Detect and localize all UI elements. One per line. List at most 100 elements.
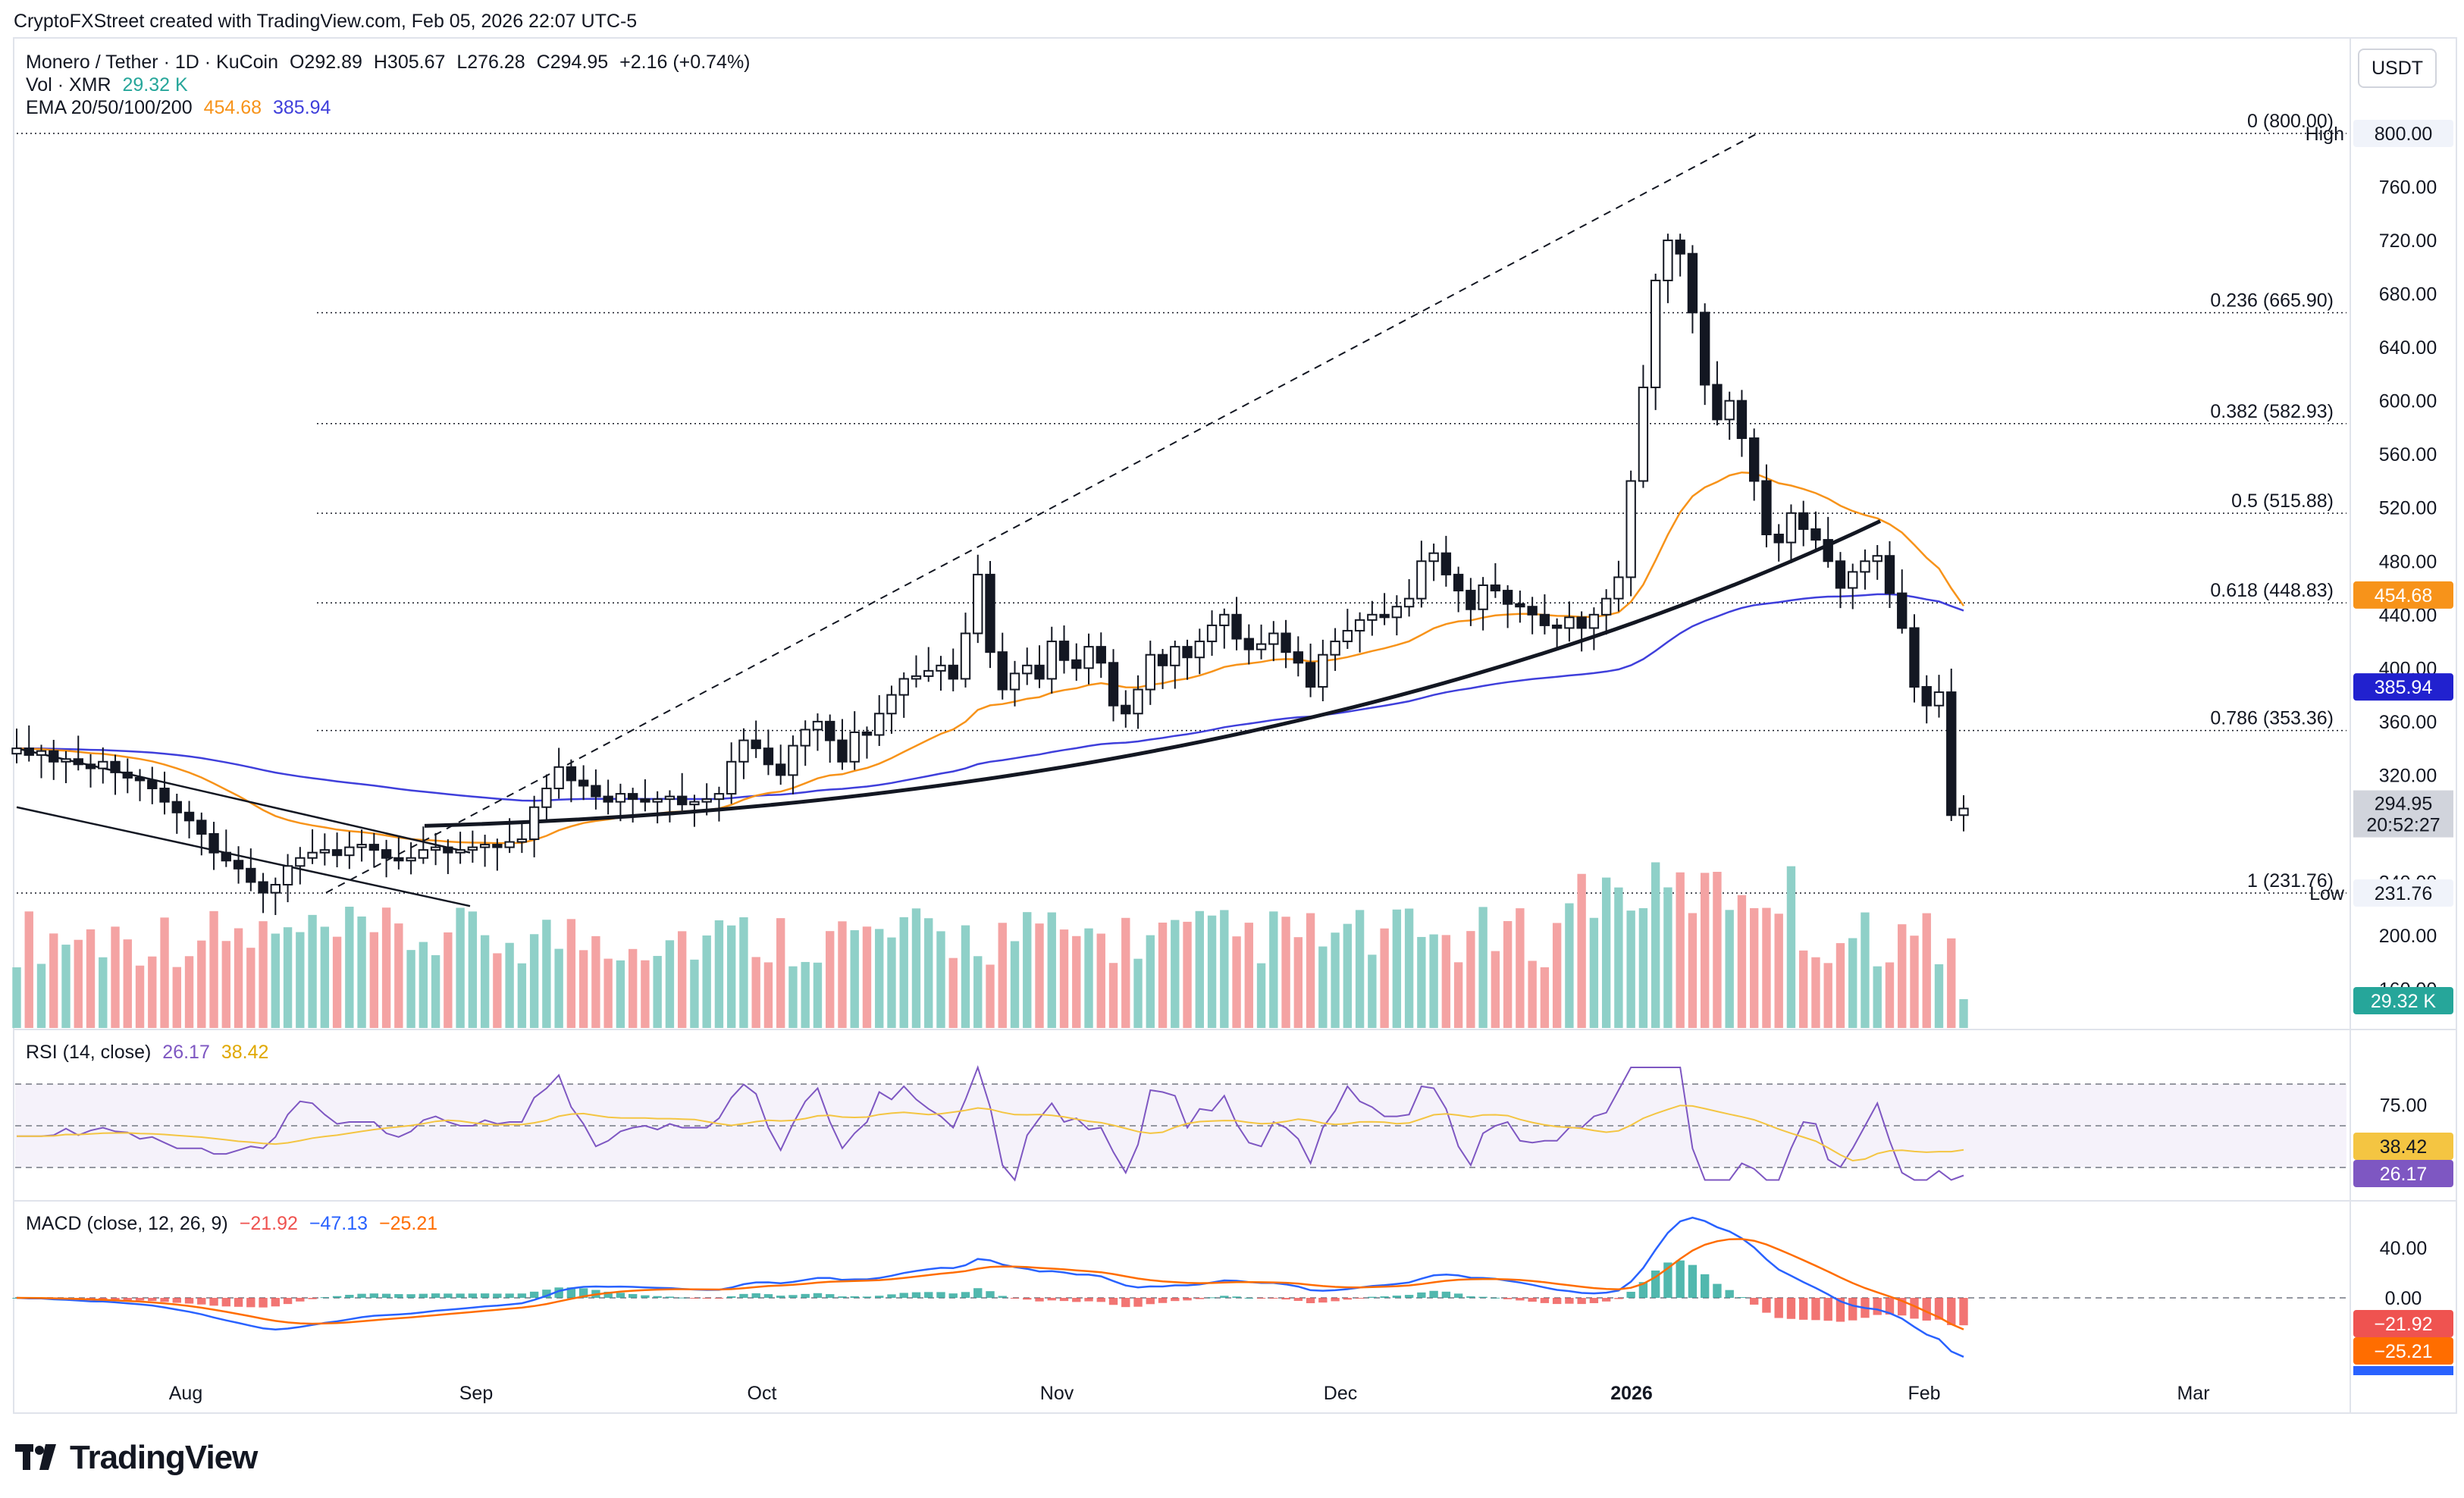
candles[interactable] (11, 233, 1969, 915)
ema-legend[interactable]: EMA 20/50/100/200 454.68 385.94 (26, 97, 337, 119)
volume-bar (1700, 873, 1710, 1028)
macd-histogram-bar (419, 1293, 428, 1298)
volume-bar (1638, 907, 1648, 1028)
macd-histogram-bar (1626, 1291, 1635, 1298)
trendlines[interactable] (16, 133, 1882, 907)
volume-bar (1453, 962, 1463, 1028)
axes: 800.00 760.00 720.00 680.00 640.00 600.00 560.… (169, 120, 2453, 1404)
macd-histogram-bar (1713, 1283, 1722, 1298)
macd-histogram-bar (998, 1296, 1007, 1298)
candle-body (73, 758, 83, 766)
volume-bar (1023, 912, 1032, 1028)
macd-histogram-bar (1441, 1291, 1451, 1298)
volume-bar (1516, 908, 1525, 1028)
candle-body (1268, 632, 1279, 645)
macd-histogram-bar (283, 1298, 293, 1305)
volume-bar (1158, 923, 1168, 1028)
volume-bar (12, 967, 21, 1028)
macd-tick-label: 0.00 (2385, 1288, 2422, 1309)
volume-bar (1146, 935, 1155, 1028)
macd-legend[interactable]: MACD (close, 12, 26, 9) −21.92 −47.13 −2… (26, 1213, 444, 1235)
volume-bar (1368, 954, 1377, 1028)
candle-body (134, 776, 146, 782)
macd-histogram-bar (1528, 1298, 1537, 1302)
macd-histogram-bar (1614, 1298, 1623, 1299)
ema-value-2: 385.94 (273, 97, 331, 118)
candle-body (1502, 590, 1513, 605)
volume-bar (1799, 950, 1808, 1028)
volume-bar (1392, 909, 1402, 1028)
candle-body (1145, 653, 1155, 691)
macd-histogram-bar (1565, 1298, 1574, 1304)
candle-body (1440, 552, 1452, 575)
candle-body (713, 793, 725, 801)
volume-bar (444, 932, 453, 1028)
candle-body (812, 720, 823, 731)
candle-body (1182, 646, 1193, 659)
tradingview-logo[interactable]: TradingView (15, 1439, 258, 1477)
rsi-legend[interactable]: RSI (14, close) 26.17 38.42 (26, 1042, 274, 1064)
candle-body (1121, 704, 1131, 715)
candle-body (1281, 632, 1291, 653)
candle-body (1810, 528, 1821, 541)
rsi-lines (17, 1064, 1964, 1182)
volume-bar (948, 957, 958, 1028)
candle-body (1958, 807, 1969, 816)
candle-body (886, 694, 897, 715)
macd-histogram-bar (554, 1287, 563, 1298)
fib-level-label: 1 (231.76) (2247, 870, 2334, 892)
macd-histogram-bar (665, 1296, 675, 1298)
descending-trendline-upper (16, 747, 471, 854)
macd-histogram-bar (653, 1296, 662, 1298)
candle-body (492, 844, 503, 848)
macd-label: MACD (close, 12, 26, 9) (26, 1213, 228, 1234)
macd-histogram-bar (1293, 1298, 1303, 1301)
candle-body (997, 651, 1008, 691)
volume-bar (24, 911, 33, 1028)
volume-bar (862, 926, 872, 1028)
volume-bar (1207, 915, 1217, 1028)
candle-body (861, 731, 873, 736)
macd-histogram-bar (1207, 1297, 1217, 1299)
candle-body (110, 760, 121, 773)
macd-histogram-bar (1429, 1290, 1438, 1298)
macd-histogram-bar (1047, 1298, 1056, 1301)
macd-histogram-bar (641, 1295, 650, 1298)
macd-histogram-bar (1404, 1295, 1414, 1298)
volume-bar (1466, 931, 1475, 1028)
volume-legend[interactable]: Vol · XMR 29.32 K (26, 74, 194, 96)
volume-bars (12, 862, 1968, 1028)
candle-body (1391, 606, 1403, 619)
macd-histogram-bar (1799, 1298, 1808, 1320)
volume-bar (369, 932, 379, 1028)
ema-label: EMA 20/50/100/200 (26, 97, 193, 118)
macd-histogram-bar (1873, 1298, 1882, 1315)
candle-body (1403, 597, 1415, 608)
candle-body (1687, 252, 1698, 314)
volume-bar (616, 960, 625, 1028)
candle-body (751, 739, 761, 750)
macd-histogram-bar (1380, 1296, 1389, 1298)
symbol-legend[interactable]: Monero / Tether · 1D · KuCoin O292.89 H3… (26, 52, 757, 74)
time-tick-label: Dec (1324, 1383, 1357, 1404)
candle-body (1860, 560, 1870, 573)
fibonacci-retracement[interactable]: 0 (800.00) 0.236 (665.90) 0.382 (582.93) 0.… (17, 111, 2346, 894)
ohlc-close: C294.95 (536, 52, 609, 73)
volume-bar (739, 917, 748, 1028)
candle-body (1785, 512, 1797, 544)
volume-bar (1934, 964, 1944, 1028)
volume-bar (1281, 917, 1290, 1028)
fib-level-label: 0 (800.00) (2247, 111, 2334, 132)
volume-bar (1848, 938, 1857, 1028)
currency-button[interactable]: USDT (2358, 49, 2437, 88)
candle-body (1600, 597, 1612, 616)
volume-bar (468, 911, 478, 1028)
volume-bar (726, 925, 736, 1028)
volume-bar (1417, 936, 1426, 1028)
volume-bar (1355, 910, 1365, 1028)
volume-bar (259, 921, 268, 1028)
fib-level-label: 0.786 (353.36) (2210, 708, 2334, 729)
fib-level-label: 0.236 (665.90) (2210, 290, 2334, 311)
macd-histogram-bar (1811, 1298, 1820, 1321)
